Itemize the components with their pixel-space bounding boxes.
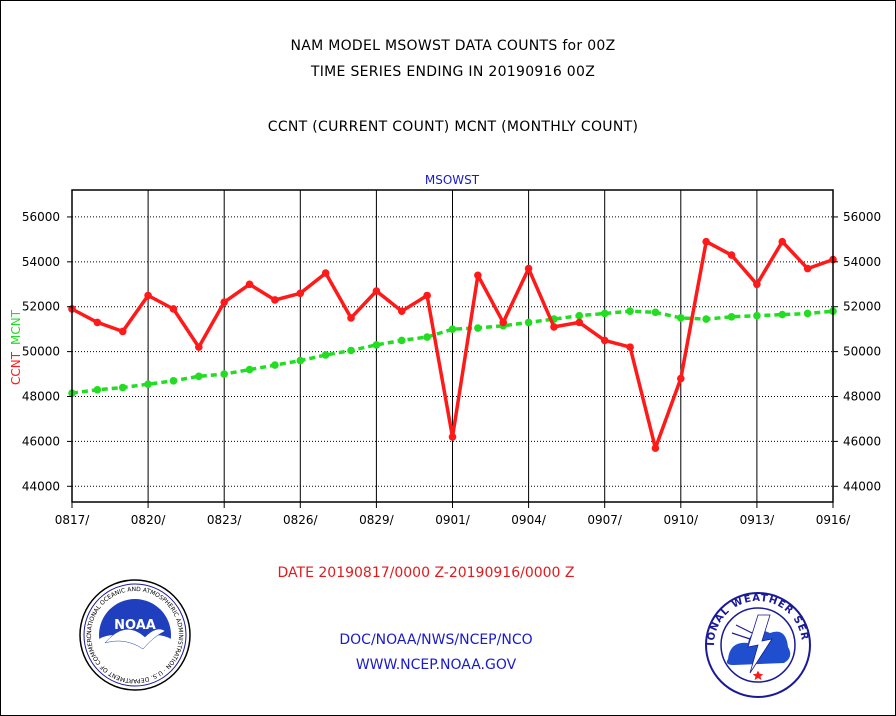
y-tick-label-right: 48000 [843, 390, 881, 404]
data-point-ccnt [144, 291, 152, 300]
data-point-mcnt [778, 310, 787, 319]
y-axis-label-ccnt: CCNT [9, 351, 23, 385]
data-point-mcnt [803, 309, 812, 318]
y-tick-label-left: 48000 [22, 390, 60, 404]
data-point-ccnt [347, 314, 355, 322]
x-tick-label: 0820/ [131, 513, 167, 527]
data-point-mcnt [195, 372, 203, 381]
noaa-logo-text: NOAA [114, 618, 156, 633]
nws-logo: NATIONAL WEATHER SERVICE [705, 592, 811, 698]
data-point-ccnt [397, 307, 406, 316]
data-point-mcnt [702, 315, 710, 323]
series-layer [68, 237, 837, 452]
y-tick-label-left: 44000 [22, 479, 60, 493]
data-point-ccnt [803, 264, 812, 273]
y-tick-label-left: 52000 [22, 300, 60, 314]
data-point-mcnt [677, 314, 685, 322]
y-tick-label-right: 56000 [843, 210, 881, 224]
x-tick-label: 0904/ [511, 513, 547, 527]
data-point-mcnt [423, 333, 431, 341]
data-point-ccnt [677, 374, 685, 383]
data-point-mcnt [524, 318, 533, 327]
data-point-ccnt [727, 251, 736, 259]
data-point-ccnt [702, 237, 710, 246]
data-point-mcnt [753, 311, 761, 320]
data-point-ccnt [296, 289, 305, 298]
y-tick-label-left: 46000 [22, 434, 60, 448]
data-point-ccnt [474, 271, 482, 280]
org-path-credit: DOC/NOAA/NWS/NCEP/NCO [339, 632, 533, 648]
data-point-mcnt [321, 351, 330, 359]
data-point-ccnt [600, 336, 609, 345]
data-point-mcnt [347, 346, 355, 355]
data-point-ccnt [93, 318, 102, 327]
data-point-mcnt [93, 385, 102, 394]
data-point-mcnt [220, 370, 228, 378]
x-tick-label: 0910/ [664, 513, 700, 527]
y-tick-label-left: 56000 [22, 210, 60, 224]
x-tick-label: 0907/ [587, 513, 623, 527]
data-point-mcnt [169, 376, 178, 385]
x-tick-label: 0916/ [816, 513, 852, 527]
data-point-mcnt [575, 311, 584, 320]
y-tick-label-right: 50000 [843, 345, 881, 359]
data-point-ccnt [778, 237, 787, 246]
data-point-mcnt [271, 361, 279, 369]
data-point-ccnt [626, 343, 634, 351]
y-tick-label-left: 54000 [22, 255, 60, 269]
x-tick-label: 0901/ [435, 513, 471, 527]
data-point-ccnt [448, 433, 457, 441]
y-axis-label: CCNT MCNT [9, 309, 23, 385]
data-point-ccnt [118, 327, 127, 336]
x-tick-label: 0823/ [207, 513, 243, 527]
y-tick-label-right: 52000 [843, 300, 881, 314]
data-point-mcnt [372, 341, 381, 349]
data-point-mcnt [296, 356, 305, 365]
plot-border [71, 189, 834, 503]
data-point-ccnt [524, 264, 533, 273]
noaa-logo: NOAA NATIONAL OCEANIC AND ATMOSPHERIC AD… [79, 579, 191, 691]
x-tick-label: 0826/ [283, 513, 319, 527]
x-tick-label: 0913/ [740, 513, 776, 527]
data-point-mcnt [448, 325, 457, 333]
y-tick-label-left: 50000 [22, 345, 60, 359]
date-range-label: DATE 20190817/0000 Z-20190916/0000 Z [277, 565, 575, 581]
data-point-mcnt [727, 313, 736, 321]
data-point-mcnt [397, 336, 406, 345]
chart-title-line1: NAM MODEL MSOWST DATA COUNTS for 00Z [290, 38, 616, 54]
data-point-ccnt [271, 296, 279, 304]
data-point-ccnt [195, 343, 203, 351]
data-point-mcnt [245, 365, 254, 374]
data-point-ccnt [550, 323, 558, 331]
data-point-mcnt [651, 308, 660, 317]
x-tick-label: 0817/ [55, 513, 91, 527]
grid-layer [72, 190, 833, 502]
y-tick-label-right: 54000 [843, 255, 881, 269]
data-point-ccnt [499, 318, 508, 327]
data-point-mcnt [626, 307, 634, 316]
y-axis-label-mcnt: MCNT [9, 309, 23, 345]
data-point-ccnt [245, 280, 254, 289]
data-point-mcnt [118, 383, 127, 392]
data-point-mcnt [144, 380, 152, 388]
data-point-ccnt [372, 287, 381, 295]
y-tick-label-right: 44000 [843, 479, 881, 493]
chart-title-line3: CCNT (CURRENT COUNT) MCNT (MONTHLY COUNT… [267, 119, 639, 135]
plot-title: MSOWST [425, 173, 480, 187]
data-point-mcnt [600, 309, 609, 318]
data-point-ccnt [753, 280, 761, 289]
data-point-ccnt [423, 291, 431, 300]
chart-title-line2: TIME SERIES ENDING IN 20190916 00Z [310, 64, 596, 80]
data-point-ccnt [169, 305, 178, 313]
data-point-ccnt [321, 269, 330, 277]
data-point-ccnt [575, 318, 584, 327]
axis-layer: 44000 44000 46000 46000 48000 48000 50000 50000… [22, 189, 881, 527]
y-tick-label-right: 46000 [843, 434, 881, 448]
website-credit: WWW.NCEP.NOAA.GOV [355, 657, 517, 673]
data-point-ccnt [220, 298, 228, 307]
data-point-mcnt [474, 324, 482, 332]
data-point-ccnt [651, 444, 660, 452]
x-tick-label: 0829/ [359, 513, 395, 527]
